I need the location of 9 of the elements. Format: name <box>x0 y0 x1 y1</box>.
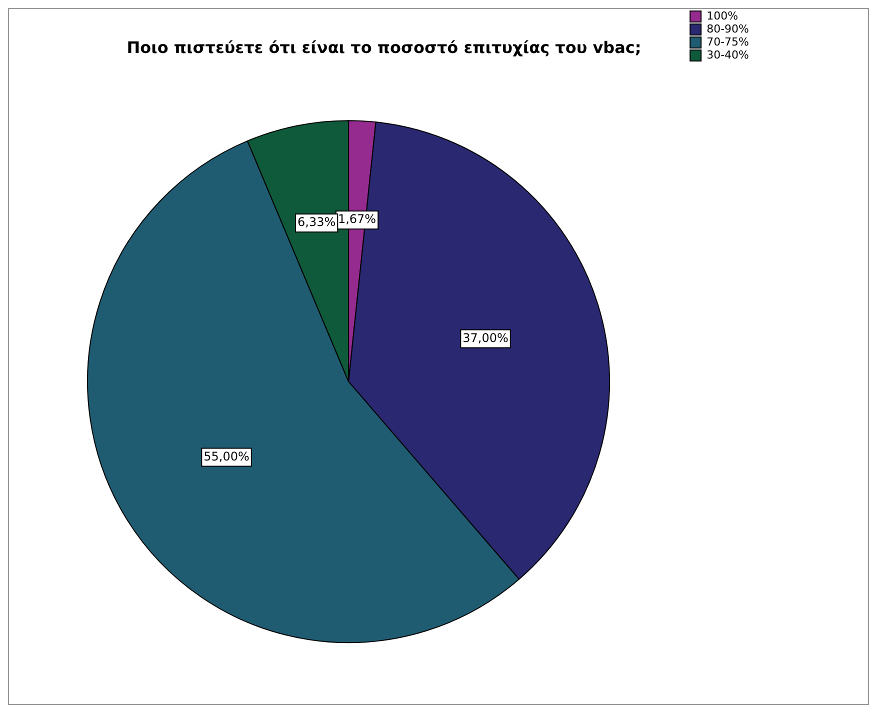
data-label: 55,00% <box>204 449 250 464</box>
legend-label: 30-40% <box>706 48 750 62</box>
data-label: 1,67% <box>338 212 376 226</box>
legend-label: 70-75% <box>706 35 750 48</box>
legend-label: 100% <box>706 9 738 22</box>
data-label: 6,33% <box>298 215 336 230</box>
data-label: 37,00% <box>462 330 508 345</box>
legend-label: 80-90% <box>706 22 750 36</box>
text: Ποιο πιστεύετε ότι είναι το ποσοστό επιτυχίας του vbac; <box>126 38 642 57</box>
